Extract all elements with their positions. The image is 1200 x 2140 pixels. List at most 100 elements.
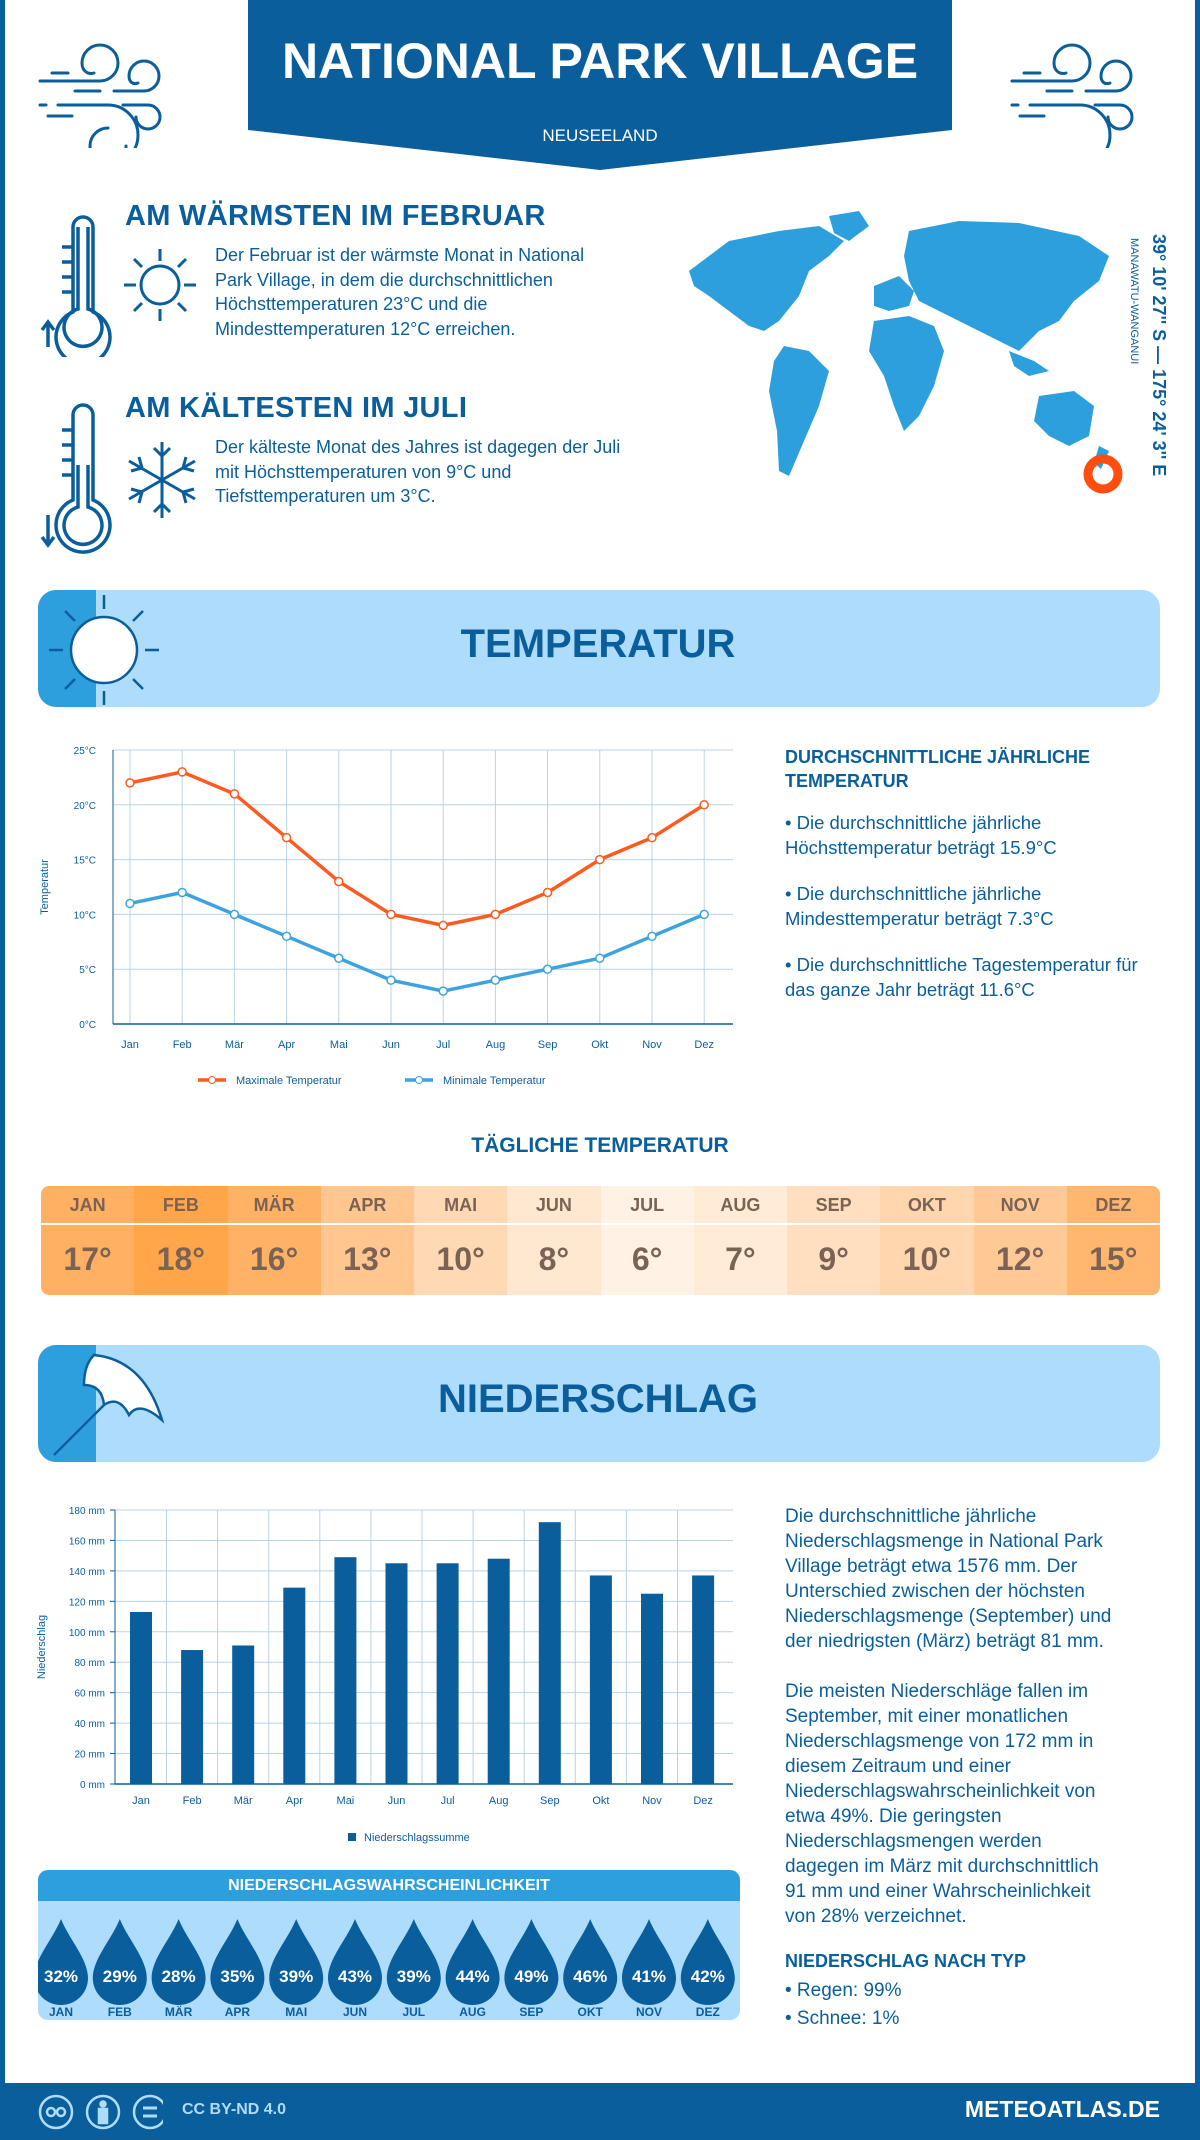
region: MANAWATU-WANGANUI	[1128, 238, 1140, 365]
drop-icon	[386, 1919, 441, 2005]
x-tick-label: Jan	[121, 1039, 139, 1051]
probability-value: 32%	[44, 1967, 78, 1986]
y-tick-label: 0°C	[79, 1020, 96, 1031]
x-tick-label: Dez	[694, 1039, 714, 1051]
y-axis-title: Niederschlag	[36, 1615, 48, 1679]
climate-extremes: AM WÄRMSTEN IM FEBRUAR Der Februar ist d…	[125, 200, 645, 509]
annual-temperature-summary: DURCHSCHNITTLICHE JÄHRLICHE TEMPERATUR •…	[785, 745, 1145, 1002]
footer	[0, 2083, 1200, 2140]
coldest-text: Der kälteste Monat des Jahres ist dagege…	[215, 437, 621, 506]
daily-column: MÄR 16°	[227, 1186, 321, 1295]
drop-icon	[504, 1919, 559, 2005]
drop-icon	[680, 1919, 735, 2005]
data-point	[125, 778, 135, 788]
temperature-title: TEMPERATUR	[460, 622, 736, 666]
probability-value: 28%	[162, 1967, 196, 1986]
legend-label: Niederschlagssumme	[364, 1832, 470, 1844]
probability-drop: 28% MÄR	[151, 1919, 206, 2019]
probability-drop: 29% FEB	[92, 1919, 147, 2019]
license-icons	[38, 2094, 163, 2130]
x-tick-label: Jul	[436, 1039, 450, 1051]
daily-month: OKT	[880, 1186, 974, 1225]
x-tick-label: Jun	[382, 1039, 400, 1051]
daily-month: MÄR	[227, 1186, 321, 1225]
precipitation-bar	[538, 1522, 561, 1784]
series-line	[129, 890, 705, 993]
probability-drop: 32% JAN	[38, 1919, 88, 2019]
data-point	[229, 789, 240, 799]
data-point	[125, 898, 135, 909]
probability-drop: 41% NOV	[622, 1919, 676, 2019]
daily-value: 9°	[818, 1241, 849, 1277]
probability-drop: 43% JUN	[328, 1919, 382, 2019]
data-point	[595, 854, 605, 865]
probability-value: 39%	[279, 1967, 313, 1986]
warmest-block: AM WÄRMSTEN IM FEBRUAR Der Februar ist d…	[125, 200, 645, 392]
daily-month: FEB	[134, 1186, 228, 1225]
probability-drops: 32% JAN 29% FEB 28% MÄR 35% APR 39% MAI 43% JUN 39% J…	[38, 1919, 735, 2019]
daily-temperature-heading: TÄGLICHE TEMPERATUR	[471, 1134, 729, 1157]
daily-value: 18°	[156, 1241, 206, 1277]
daily-value: 7°	[725, 1241, 756, 1277]
snow-share: • Schnee: 1%	[785, 2007, 900, 2029]
thermometer-up-icon	[40, 215, 112, 357]
x-tick-label: Nov	[642, 1795, 662, 1807]
coldest-block: AM KÄLTESTEN IM JULI Der kälteste Monat …	[125, 392, 645, 509]
precipitation-chart: 0 mm 20 mm 40 mm 60 mm 80 mm 100 mm 120 mm 140 …	[36, 1506, 733, 1844]
precipitation-bar	[283, 1587, 306, 1784]
legend-label: Minimale Temperatur	[443, 1075, 546, 1087]
probability-drop: 42% DEZ	[680, 1919, 735, 2019]
precipitation-bar	[692, 1575, 715, 1784]
temperature-banner	[38, 590, 1160, 707]
drop-icon	[328, 1919, 382, 2005]
drop-icon	[38, 1919, 88, 2005]
data-point	[281, 931, 292, 942]
warmest-text: Der Februar ist der wärmste Monat in Nat…	[215, 245, 585, 339]
daily-value: 10°	[436, 1241, 485, 1277]
probability-drop: 44% AUG	[445, 1919, 500, 2019]
series-line	[129, 770, 706, 928]
data-point	[229, 909, 240, 920]
probability-heading: NIEDERSCHLAGSWAHRSCHEINLICHKEIT	[38, 1870, 740, 1901]
drop-icon	[563, 1919, 618, 2005]
legend-marker	[415, 1076, 423, 1084]
probability-drop: 39% MAI	[269, 1919, 324, 2019]
daily-column: APR 13°	[320, 1186, 414, 1295]
page-title: NATIONAL PARK VILLAGE	[281, 33, 919, 89]
location-marker	[1083, 454, 1123, 494]
daily-column: JUL 6°	[600, 1186, 694, 1295]
probability-month: MAI	[285, 2005, 307, 2019]
data-point	[647, 832, 657, 843]
brand-link[interactable]: METEOATLAS.DE	[964, 2096, 1160, 2122]
y-tick-label: 20°C	[74, 801, 96, 812]
precipitation-text-1: Die durchschnittliche jährliche Niedersc…	[785, 1506, 1112, 1652]
data-point	[386, 909, 396, 920]
data-point	[438, 986, 448, 996]
rain-share: • Regen: 99%	[785, 1980, 902, 2001]
header-banner	[248, 0, 952, 170]
data-point	[386, 975, 396, 985]
precipitation-bar	[334, 1557, 357, 1784]
probability-drop: 35% APR	[210, 1919, 265, 2019]
x-tick-label: Jun	[388, 1795, 406, 1807]
probability-value: 39%	[397, 1967, 431, 1986]
probability-month: JUN	[343, 2005, 367, 2019]
daily-month: APR	[320, 1186, 414, 1225]
y-tick-label: 80 mm	[74, 1658, 105, 1669]
drop-icon	[622, 1919, 676, 2005]
y-tick-label: 60 mm	[74, 1689, 105, 1700]
precipitation-bar	[385, 1563, 408, 1784]
daily-column: FEB 18°	[134, 1186, 228, 1295]
drop-icon	[445, 1919, 500, 2005]
daily-temperature-table: JAN 17° FEB 18° MÄR 16° APR 13° MAI 10° JUN 8° JUL 6°…	[41, 1186, 1160, 1295]
probability-value: 42%	[691, 1967, 725, 1986]
precipitation-bar	[232, 1645, 255, 1784]
daily-month: JAN	[41, 1186, 135, 1225]
warmest-heading: AM WÄRMSTEN IM FEBRUAR	[125, 200, 546, 232]
sun-large-icon	[49, 595, 159, 705]
daily-value: 10°	[902, 1241, 952, 1277]
y-tick-label: 120 mm	[69, 1597, 105, 1608]
daily-month: NOV	[973, 1186, 1067, 1225]
x-tick-label: Okt	[591, 1039, 608, 1051]
data-point	[334, 953, 344, 963]
